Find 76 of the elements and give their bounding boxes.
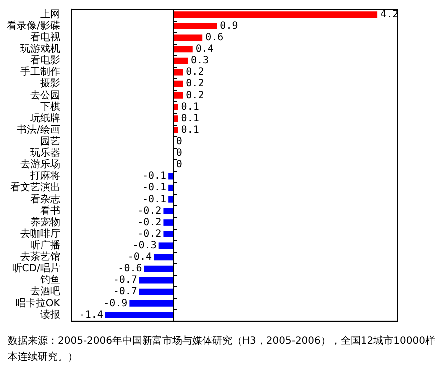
bar: [173, 92, 184, 99]
y-tick-label: 去咖啡厅: [20, 228, 60, 240]
data-label: -0.1: [142, 182, 167, 194]
bar: [144, 266, 174, 272]
bar: [154, 254, 174, 261]
bar: [173, 12, 378, 18]
y-tick-label: 玩纸牌: [30, 112, 60, 124]
bar: [173, 116, 178, 122]
data-label: 0: [176, 160, 182, 171]
data-label: 0.9: [220, 20, 238, 32]
y-tick-label: 摄影: [40, 78, 60, 90]
y-tick-label: 看电影: [30, 54, 60, 67]
y-tick-label: 去公园: [30, 89, 60, 102]
y-tick-label: 唱卡拉OK: [16, 297, 61, 310]
data-label: 0.6: [206, 32, 224, 44]
y-tick-label: 去游乐场: [20, 158, 60, 171]
y-tick-label: 养宠物: [30, 216, 60, 228]
bar: [173, 34, 203, 42]
y-tick-label: 读报: [40, 308, 60, 321]
data-label: 0.3: [191, 56, 210, 67]
bar: [173, 23, 218, 30]
bar: [173, 46, 193, 53]
bar: [164, 231, 174, 238]
y-tick-label: 看书: [40, 204, 60, 217]
y-tick-label: 手工制作: [20, 66, 60, 78]
data-label: 0.1: [181, 124, 200, 136]
data-label: -0.2: [138, 206, 162, 217]
data-label: 0.2: [186, 78, 204, 90]
data-label: 0.1: [181, 113, 200, 124]
y-tick-label: 钓鱼: [39, 274, 60, 286]
data-label: 0.1: [181, 102, 200, 113]
y-tick-label: 看文艺演出: [10, 182, 60, 194]
data-label: -0.4: [128, 252, 152, 264]
source-note: 数据来源：2005-2006年中国新富市场与媒体研究（H3，2005-2006），全国12城市10000样本连续研究。）: [8, 334, 436, 365]
bar: [139, 288, 174, 296]
bar: [139, 277, 174, 284]
data-label: -0.7: [113, 275, 138, 286]
data-label: -0.6: [118, 264, 142, 275]
y-tick-label: 听广播: [30, 239, 60, 252]
bar: [130, 300, 174, 307]
y-tick-label: 玩乐器: [30, 147, 60, 160]
bar: [164, 208, 174, 214]
bar: [158, 242, 174, 250]
data-label: 0.2: [186, 67, 204, 78]
bar: [168, 196, 174, 203]
data-label: -0.2: [138, 217, 162, 228]
y-tick-label: 看电视: [30, 31, 60, 44]
data-label: -1.4: [79, 310, 104, 321]
y-tick-label: 看录像/影碟: [6, 20, 60, 32]
data-label: -0.2: [138, 228, 162, 240]
data-label: 0: [176, 148, 182, 160]
y-tick-label: 园艺: [40, 135, 60, 148]
data-label: -0.1: [142, 194, 167, 206]
bar: [173, 104, 178, 110]
data-label: -0.7: [113, 286, 138, 298]
y-tick-label: 玩游戏机: [20, 43, 60, 56]
y-tick-label: 书法/绘画: [16, 124, 60, 136]
y-tick-label: 听CD/唱片: [12, 262, 60, 275]
bar: [164, 220, 174, 226]
y-tick-label: 看杂志: [30, 193, 60, 206]
data-label: -0.1: [142, 171, 167, 182]
data-label: -0.3: [132, 240, 157, 252]
y-tick-label: 打麻将: [29, 170, 60, 182]
bar: [173, 80, 184, 88]
data-label: -0.9: [104, 298, 128, 310]
y-tick-label: 去酒吧: [30, 286, 60, 298]
bar: [168, 184, 174, 192]
data-label: 0.2: [186, 90, 204, 102]
bar: [173, 58, 188, 64]
y-tick-label: 去茶艺馆: [20, 251, 60, 264]
bar: [105, 312, 174, 318]
y-tick-label: 上网: [40, 8, 60, 20]
bar: [173, 127, 178, 134]
data-label: 0: [176, 136, 182, 148]
y-tick-label: 下棋: [40, 100, 60, 113]
data-label: 0.4: [196, 44, 214, 56]
